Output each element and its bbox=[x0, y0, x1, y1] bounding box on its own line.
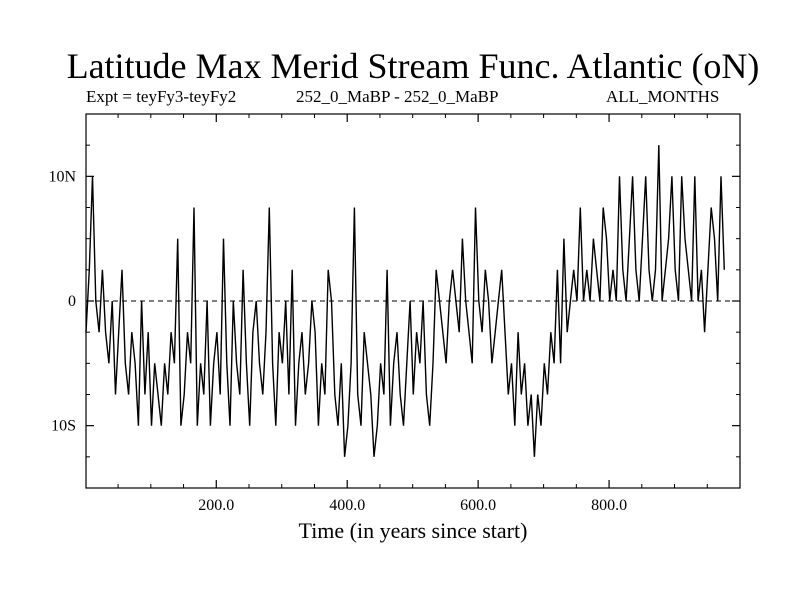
axis-ticks: 200.0 400.0 600.0 800.0 10N 0 10S bbox=[48, 114, 740, 514]
y-tick-label: 10S bbox=[51, 418, 76, 435]
series-group bbox=[85, 145, 725, 457]
x-tick-label: 600.0 bbox=[460, 497, 496, 514]
y-tick-label: 0 bbox=[68, 293, 76, 310]
minor-ticks bbox=[86, 114, 740, 488]
x-tick-label: 800.0 bbox=[591, 497, 627, 514]
series-line bbox=[85, 145, 725, 457]
experiment-label: Expt = teyFy3-teyFy2 bbox=[86, 87, 237, 106]
x-tick-label: 400.0 bbox=[329, 497, 365, 514]
y-tick-label: 10N bbox=[48, 168, 76, 185]
x-tick-label: 200.0 bbox=[198, 497, 234, 514]
chart-subtitle: 252_0_MaBP - 252_0_MaBP bbox=[296, 87, 499, 106]
x-axis-label: Time (in years since start) bbox=[298, 518, 528, 543]
chart-title: Latitude Max Merid Stream Func. Atlantic… bbox=[66, 46, 760, 86]
months-label: ALL_MONTHS bbox=[606, 87, 720, 106]
